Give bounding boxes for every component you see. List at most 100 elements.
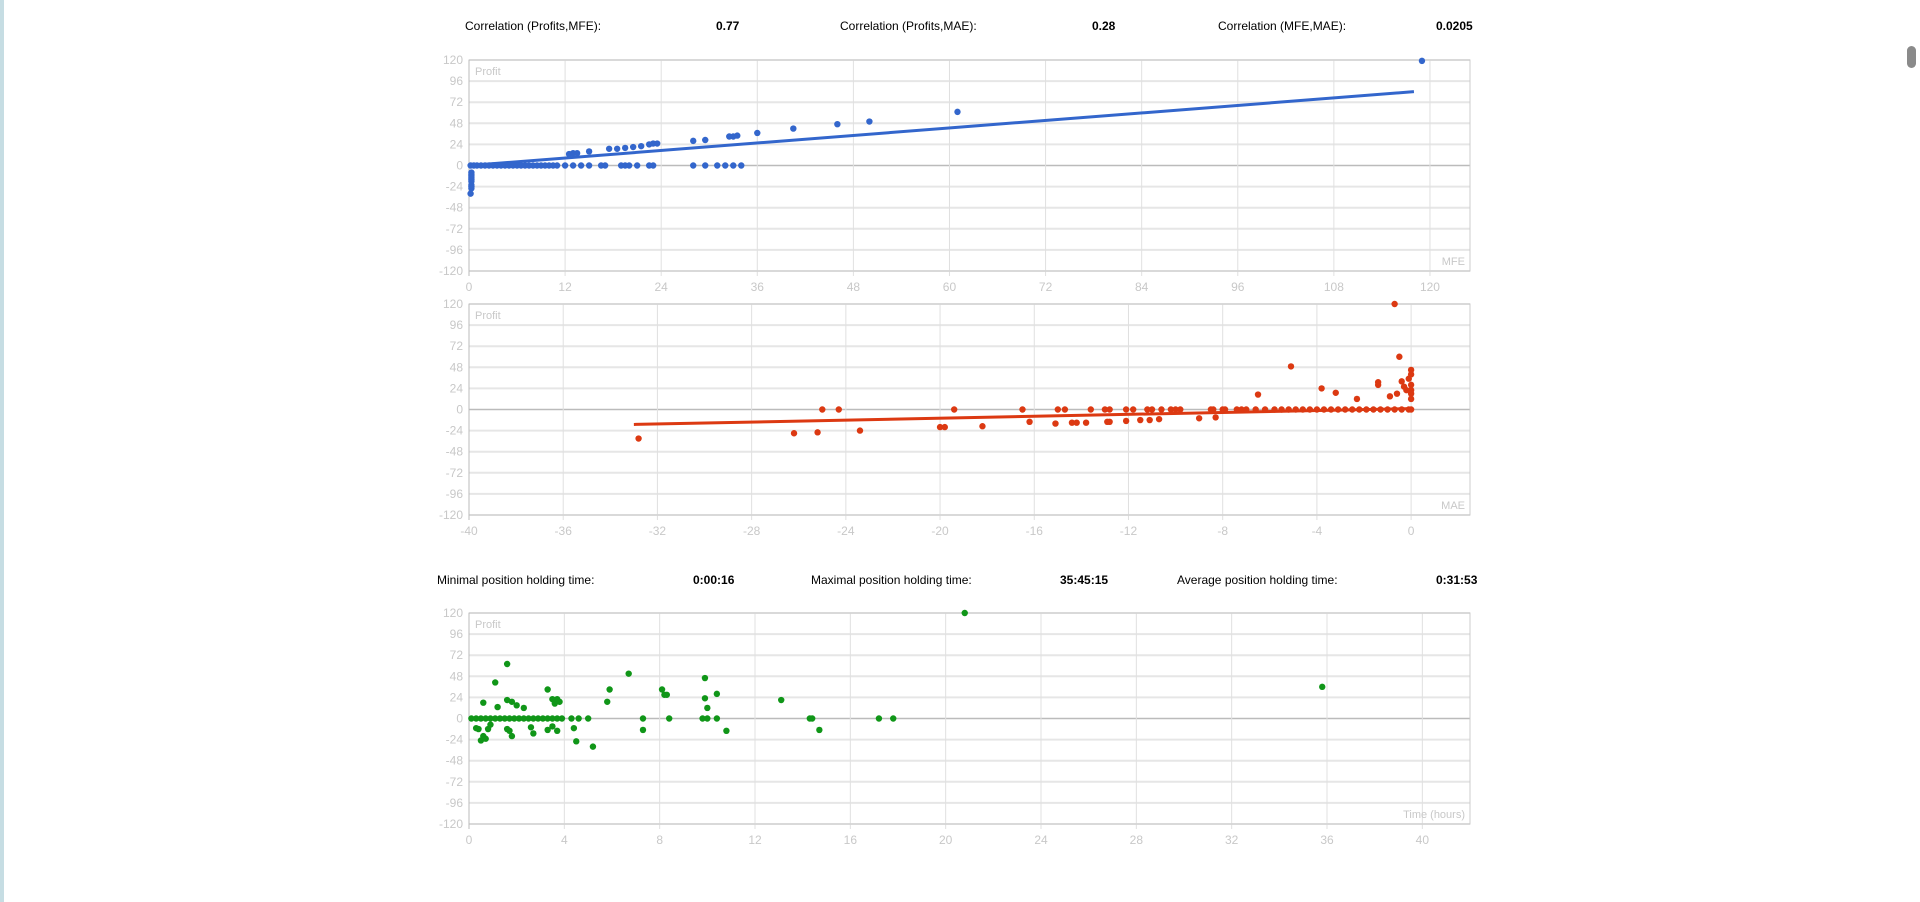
data-point [1212, 414, 1219, 421]
y-tick-label: -48 [446, 754, 464, 768]
y-tick-label: -120 [439, 264, 463, 278]
x-tick-label: 120 [1420, 280, 1440, 294]
data-point [1195, 415, 1203, 422]
x-tick-label: 24 [655, 280, 669, 294]
data-point [553, 727, 561, 735]
data-point [1106, 418, 1113, 426]
vertical-scrollbar[interactable] [1902, 0, 1920, 902]
data-point [577, 162, 585, 169]
x-tick-label: -40 [460, 524, 478, 538]
data-point [1287, 363, 1295, 370]
y-tick-label: -72 [446, 222, 464, 236]
x-tick-label: 12 [558, 280, 572, 294]
data-point [1243, 406, 1250, 413]
x-tick-label: 20 [939, 833, 953, 847]
data-point [1285, 406, 1292, 413]
y-tick-label: 0 [456, 403, 463, 417]
data-point [723, 727, 730, 735]
data-point [1172, 406, 1179, 413]
data-point [639, 726, 647, 734]
y-tick-label: 0 [456, 712, 463, 726]
y-tick-label: 48 [450, 360, 464, 374]
data-point [704, 715, 711, 722]
data-point [494, 703, 501, 711]
x-tick-label: 48 [847, 280, 861, 294]
data-point [549, 723, 556, 730]
data-point [573, 149, 581, 157]
y-axis-title: Profit [475, 66, 501, 78]
data-point [1313, 406, 1321, 413]
x-tick-label: 4 [561, 833, 568, 847]
data-point [629, 143, 637, 151]
data-point [790, 430, 798, 437]
data-point [819, 406, 826, 413]
data-point [1393, 390, 1401, 397]
x-tick-label: -36 [555, 524, 573, 538]
x-axis-title: Time (hours) [1403, 809, 1465, 821]
data-point [653, 140, 661, 147]
data-point [1407, 366, 1415, 374]
data-point [604, 698, 611, 705]
stat-value: 0.77 [716, 19, 740, 33]
data-point [1407, 395, 1415, 403]
data-point [625, 670, 632, 677]
data-point [508, 732, 516, 740]
data-point [1061, 406, 1069, 413]
y-tick-label: 0 [456, 159, 463, 173]
data-point [730, 162, 737, 169]
y-tick-label: 72 [450, 339, 464, 353]
data-point [1363, 406, 1370, 413]
data-point [961, 609, 968, 617]
data-point [1407, 371, 1415, 378]
data-point [666, 715, 673, 722]
x-tick-label: -4 [1312, 524, 1323, 538]
x-tick-label: 12 [748, 833, 762, 847]
data-point [584, 715, 592, 722]
data-point [1254, 391, 1262, 398]
y-tick-label: -24 [446, 733, 464, 747]
y-tick-label: 120 [443, 53, 463, 67]
data-point [525, 715, 532, 722]
stat-value: 35:45:15 [1060, 573, 1109, 587]
data-point [701, 674, 709, 682]
data-point [482, 715, 489, 722]
data-point [941, 423, 948, 431]
data-point [658, 686, 666, 693]
data-point [1341, 406, 1349, 413]
data-point [1292, 406, 1299, 413]
x-tick-label: 16 [844, 833, 858, 847]
data-point [475, 725, 482, 733]
data-point [568, 715, 575, 722]
data-point [1299, 406, 1306, 413]
trendline [468, 90, 1415, 167]
data-point [520, 704, 528, 712]
data-point [468, 715, 475, 722]
y-tick-label: 96 [450, 318, 464, 332]
data-point [477, 715, 485, 722]
data-point [1082, 419, 1090, 426]
x-tick-label: 28 [1130, 833, 1144, 847]
data-point [790, 125, 797, 132]
x-axis-title: MFE [1442, 256, 1465, 268]
data-point [1271, 406, 1278, 413]
x-tick-label: 0 [466, 833, 473, 847]
data-point [1158, 406, 1165, 413]
stat-label: Correlation (Profits,MFE): [465, 19, 602, 33]
x-tick-label: 36 [751, 280, 765, 294]
data-point [1129, 406, 1137, 413]
data-point [950, 406, 958, 413]
data-point [754, 129, 761, 137]
data-point [816, 726, 823, 734]
x-tick-label: 40 [1416, 833, 1430, 847]
data-point [1052, 420, 1059, 427]
data-point [1356, 406, 1363, 413]
data-point [513, 702, 520, 709]
scrollbar-thumb[interactable] [1907, 46, 1916, 68]
x-tick-label: 84 [1135, 280, 1149, 294]
x-tick-label: 36 [1320, 833, 1334, 847]
data-point [1238, 406, 1245, 413]
data-point [1374, 379, 1382, 386]
data-point [544, 686, 551, 693]
data-point [1054, 406, 1062, 413]
